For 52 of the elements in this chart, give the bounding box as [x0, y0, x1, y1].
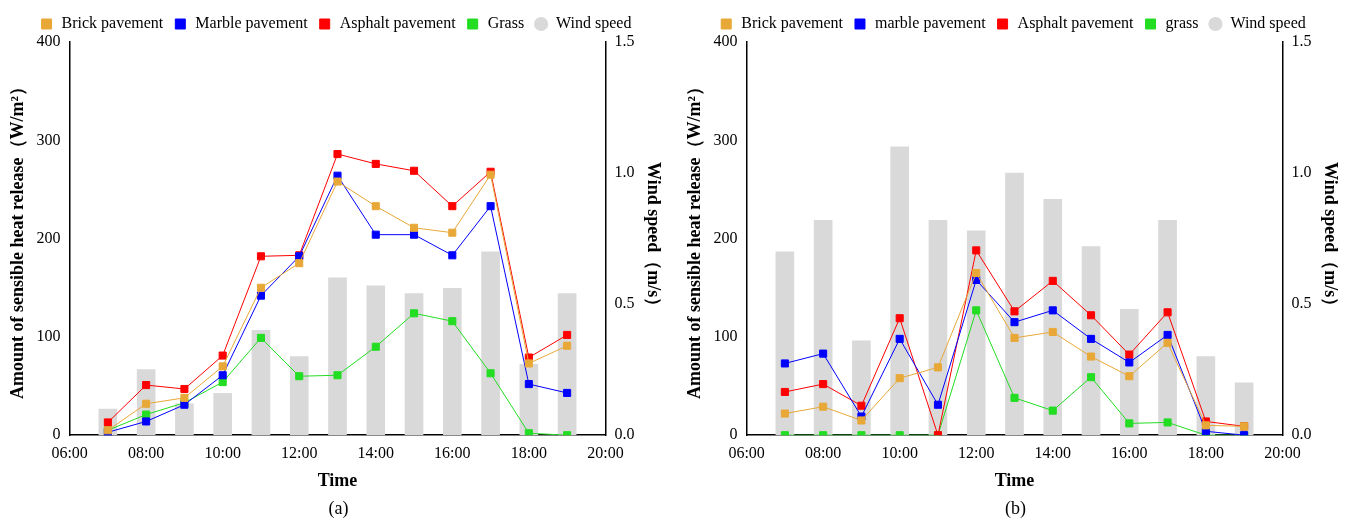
y-tick-label: 300	[713, 130, 738, 148]
y2-tick-label: 0.5	[614, 294, 635, 312]
legend-label: Asphalt pavement	[339, 14, 457, 33]
x-tick-label: 18:00	[510, 444, 548, 461]
x-axis-title: Time	[317, 469, 358, 490]
x-tick-label: 10:00	[204, 444, 241, 461]
y-tick-label: 200	[713, 228, 738, 246]
y2-tick-label: 0.5	[1291, 294, 1312, 312]
text: (a)	[327, 497, 350, 520]
y2-tick-label: 0.0	[614, 425, 635, 443]
x-axis-title: Time	[994, 469, 1035, 490]
legend-label: Grass	[487, 14, 525, 32]
text: (b)	[1004, 497, 1027, 520]
y2-tick-label: 0.0	[1291, 425, 1312, 443]
x-tick-label: 06:00	[51, 444, 88, 461]
legend-label: Brick pavement	[61, 14, 164, 33]
y-tick-label: 200	[36, 228, 61, 246]
x-tick-label: 10:00	[881, 444, 918, 461]
legend-label: marble pavement	[874, 14, 987, 33]
y-axis-title: Amount of sensible heat release（W/m²）	[7, 78, 28, 400]
x-tick-label: 08:00	[127, 444, 165, 461]
x-tick-label: 20:00	[587, 444, 624, 461]
y-tick-label: 400	[36, 32, 61, 50]
x-tick-label: 18:00	[1187, 444, 1225, 461]
y-axis-title: Amount of sensible heat release（W/m²）	[684, 78, 705, 400]
y-tick-label: 0	[729, 425, 738, 443]
x-tick-label: 12:00	[281, 444, 318, 461]
legend-label: Marble pavement	[195, 14, 309, 33]
x-tick-label: 08:00	[804, 444, 842, 461]
legend-label: Brick pavement	[741, 14, 844, 33]
y2-tick-label: 1.5	[1291, 32, 1312, 50]
y2-tick-label: 1.0	[1291, 163, 1312, 181]
x-tick-label: 12:00	[958, 444, 995, 461]
y2-axis-title: Wind speed（m/s）	[643, 162, 664, 316]
legend-label: Asphalt pavement	[1017, 14, 1135, 33]
y-tick-label: 100	[36, 327, 61, 345]
x-tick-label: 20:00	[1264, 444, 1301, 461]
y-tick-label: 100	[713, 327, 738, 345]
y2-tick-label: 1.5	[614, 32, 635, 50]
x-tick-label: 14:00	[1034, 444, 1071, 461]
y-tick-label: 300	[36, 130, 61, 148]
y-tick-label: 400	[713, 32, 738, 50]
x-tick-label: 16:00	[1111, 444, 1148, 461]
x-tick-label: 16:00	[434, 444, 471, 461]
y2-tick-label: 1.0	[614, 163, 635, 181]
legend-label: grass	[1165, 14, 1199, 33]
y-tick-label: 0	[52, 425, 61, 443]
legend-label: Wind speed	[556, 14, 632, 33]
legend-label: Wind speed	[1230, 14, 1306, 33]
x-tick-label: 06:00	[728, 444, 765, 461]
y2-axis-title: Wind speed（m/s）	[1320, 162, 1341, 316]
x-tick-label: 14:00	[357, 444, 394, 461]
